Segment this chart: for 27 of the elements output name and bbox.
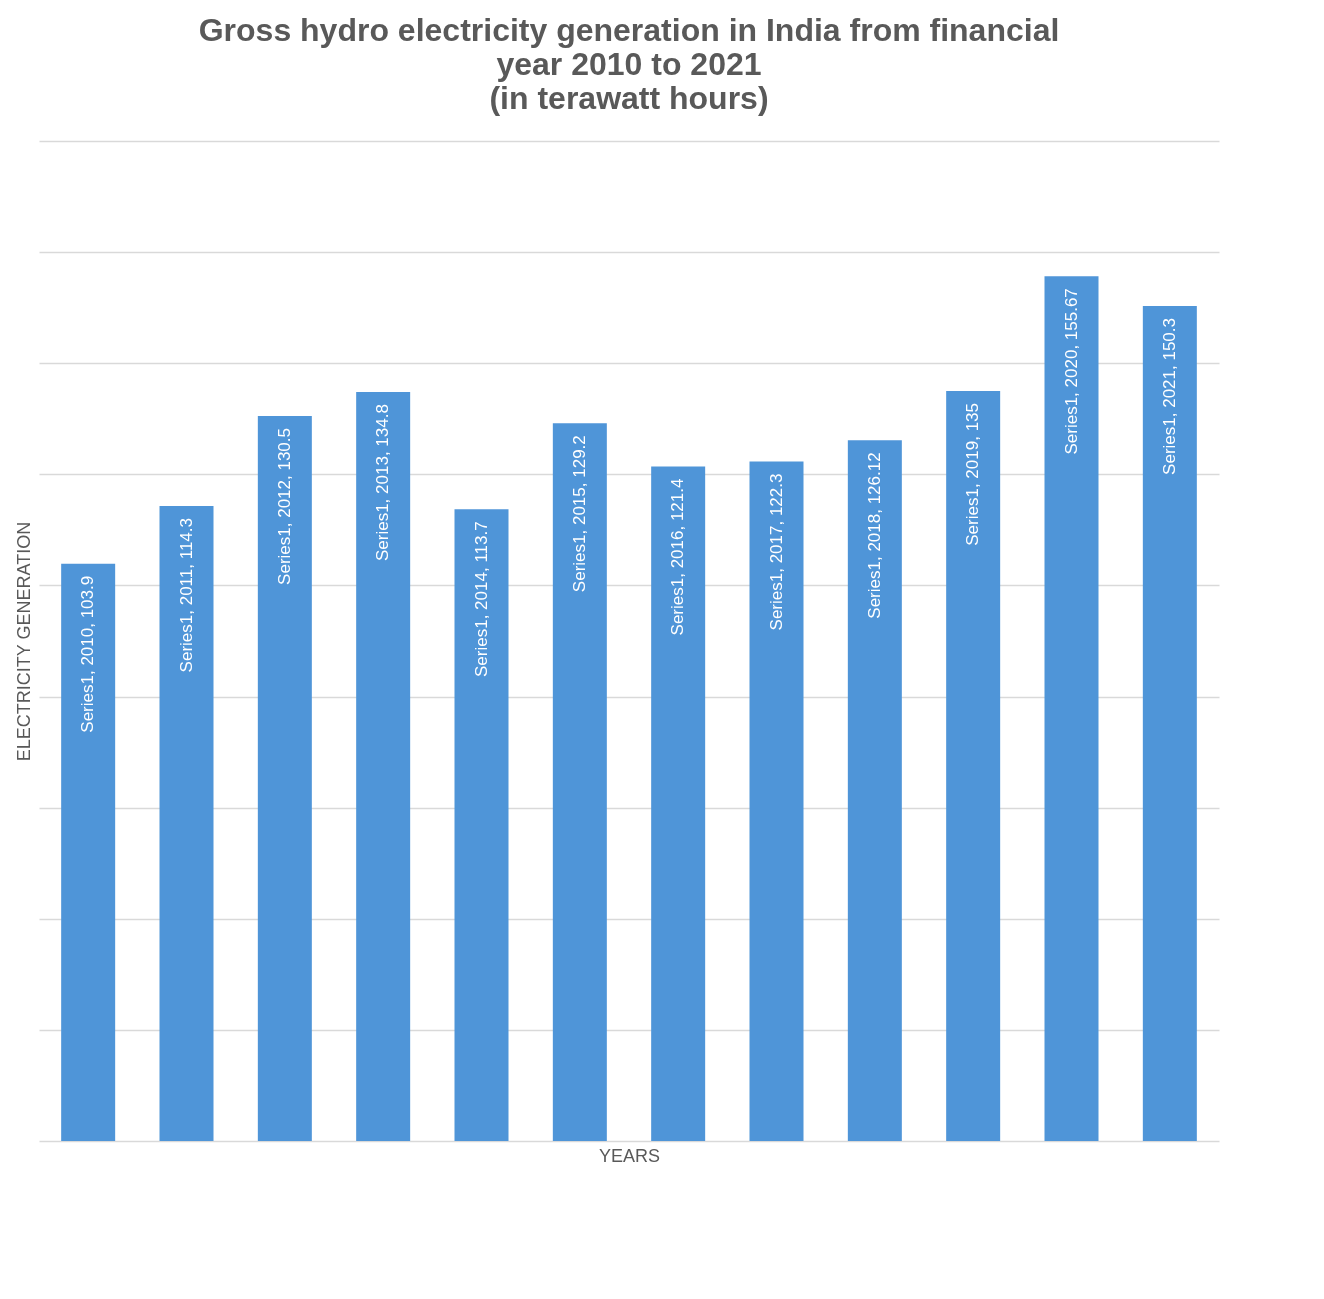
bar bbox=[454, 509, 509, 1141]
y-axis-title: ELECTRICITY GENERATION bbox=[13, 521, 34, 762]
bar bbox=[946, 391, 1001, 1141]
bar bbox=[651, 466, 706, 1141]
bar bbox=[159, 506, 214, 1141]
data-label: Series1, 2013, 134.8 bbox=[373, 404, 393, 562]
bar bbox=[552, 423, 607, 1141]
data-label: Series1, 2018, 126.12 bbox=[864, 452, 884, 619]
bar bbox=[1044, 276, 1099, 1141]
data-label: Series1, 2017, 122.3 bbox=[766, 473, 786, 631]
bar bbox=[257, 416, 312, 1141]
bar bbox=[1142, 306, 1197, 1141]
data-label: Series1, 2010, 103.9 bbox=[78, 575, 98, 733]
bar bbox=[749, 461, 804, 1141]
data-label: Series1, 2016, 121.4 bbox=[668, 478, 688, 636]
x-axis-title: YEARS bbox=[598, 1145, 661, 1166]
data-label: Series1, 2020, 155.67 bbox=[1061, 288, 1081, 455]
bar bbox=[847, 440, 902, 1141]
data-label: Series1, 2012, 130.5 bbox=[274, 428, 294, 585]
chart-title: Gross hydro electricity generation in India from financial year 2010 to 2021 (in terawatt hours) bbox=[198, 12, 1060, 116]
data-label: Series1, 2014, 113.7 bbox=[471, 521, 491, 677]
data-label: Series1, 2021, 150.3 bbox=[1159, 318, 1179, 475]
data-label: Series1, 2015, 129.2 bbox=[569, 435, 589, 593]
bar bbox=[61, 563, 116, 1141]
bar bbox=[356, 392, 411, 1141]
data-label: Series1, 2019, 135 bbox=[963, 403, 983, 546]
data-label: Series1, 2011, 114.3 bbox=[176, 518, 196, 673]
